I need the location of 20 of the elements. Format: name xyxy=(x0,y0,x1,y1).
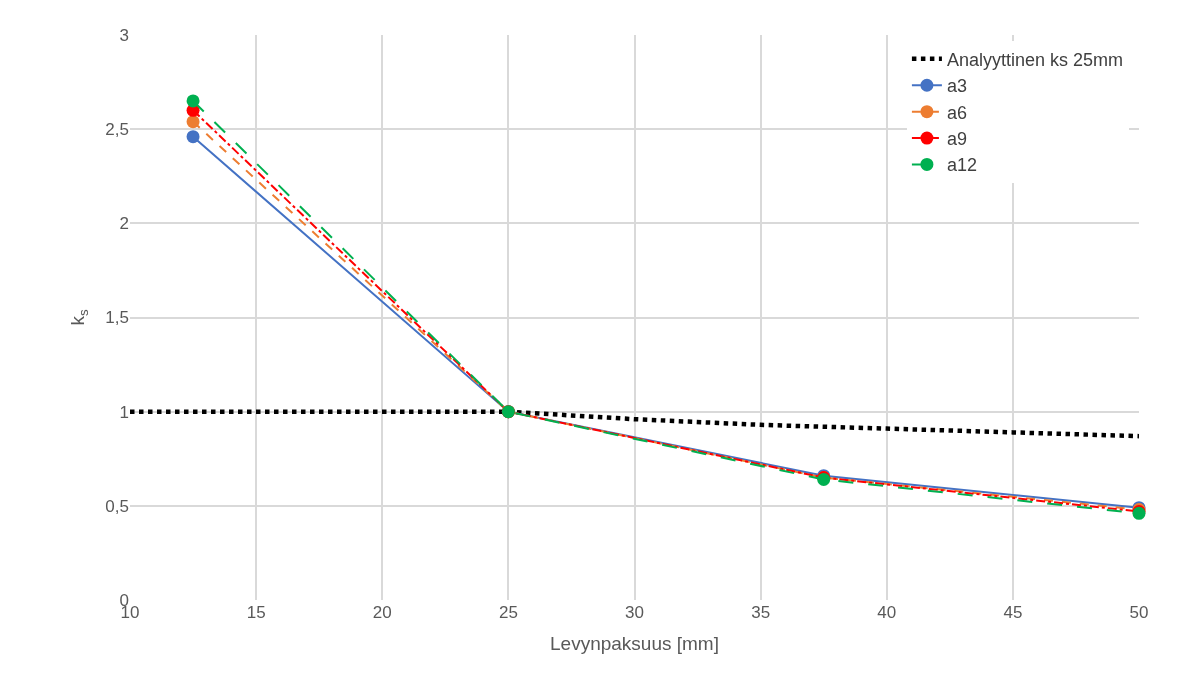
x-tick-label: 40 xyxy=(877,603,897,622)
x-tick-label: 35 xyxy=(751,603,771,622)
legend-label: a9 xyxy=(946,129,967,150)
y-tick-label: 0,5 xyxy=(105,496,129,516)
x-tick-label: 15 xyxy=(246,603,266,622)
x-tick-label: 50 xyxy=(1129,603,1149,622)
x-tick-label: 45 xyxy=(1003,603,1023,622)
y-tick-label: 1,5 xyxy=(105,308,129,328)
y-tick-label: 3 xyxy=(119,25,129,45)
y-tick-label: 1 xyxy=(119,402,129,422)
y-tick-label: 2 xyxy=(119,214,129,234)
x-tick-label: 25 xyxy=(498,603,518,622)
x-axis-title: Levynpaksuus [mm] xyxy=(550,632,719,654)
legend-label: a6 xyxy=(946,102,967,123)
legend-label: a12 xyxy=(946,155,977,176)
x-tick-label: 20 xyxy=(372,603,392,622)
legend-label: Analyyttinen ks 25mm xyxy=(946,49,1123,70)
y-tick-label: 2,5 xyxy=(105,120,129,140)
legend-label: a3 xyxy=(946,76,967,97)
x-tick-label: 30 xyxy=(625,603,644,622)
